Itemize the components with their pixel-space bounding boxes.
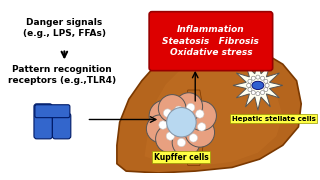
Text: Pattern recognition
receptors (e.g.,TLR4): Pattern recognition receptors (e.g.,TLR4… <box>8 65 116 85</box>
Circle shape <box>146 115 174 143</box>
Circle shape <box>158 95 186 122</box>
Circle shape <box>189 134 197 142</box>
Circle shape <box>159 121 167 129</box>
Circle shape <box>197 123 206 131</box>
Circle shape <box>167 107 196 137</box>
Circle shape <box>174 106 183 114</box>
Circle shape <box>172 129 200 156</box>
Circle shape <box>177 138 186 147</box>
Circle shape <box>251 91 255 95</box>
Text: Hepatic stellate cells: Hepatic stellate cells <box>232 116 316 122</box>
Circle shape <box>260 76 265 80</box>
Text: Inflammation
Steatosis   Fibrosis
Oxidative stress: Inflammation Steatosis Fibrosis Oxidativ… <box>163 25 259 57</box>
Circle shape <box>196 110 204 118</box>
FancyBboxPatch shape <box>34 104 52 139</box>
Circle shape <box>265 83 269 87</box>
Circle shape <box>159 97 204 142</box>
Text: Danger signals
(e.g., LPS, FFAs): Danger signals (e.g., LPS, FFAs) <box>23 18 106 37</box>
Circle shape <box>256 75 260 79</box>
FancyBboxPatch shape <box>35 105 70 118</box>
FancyBboxPatch shape <box>149 12 273 71</box>
Ellipse shape <box>252 81 264 89</box>
Circle shape <box>187 101 216 130</box>
Circle shape <box>264 79 268 83</box>
Circle shape <box>260 91 265 95</box>
Circle shape <box>164 109 172 117</box>
Circle shape <box>248 79 252 83</box>
Circle shape <box>256 92 260 96</box>
Polygon shape <box>233 60 283 110</box>
FancyBboxPatch shape <box>52 113 71 139</box>
Circle shape <box>187 103 195 112</box>
Circle shape <box>247 83 251 87</box>
Circle shape <box>251 76 255 80</box>
Polygon shape <box>117 44 301 173</box>
Circle shape <box>149 100 180 131</box>
Circle shape <box>175 93 203 120</box>
Polygon shape <box>145 62 283 166</box>
Circle shape <box>166 132 174 140</box>
Polygon shape <box>182 90 206 166</box>
Text: Kupffer cells: Kupffer cells <box>154 153 209 162</box>
Circle shape <box>185 118 215 147</box>
Circle shape <box>264 87 268 92</box>
Circle shape <box>156 125 183 153</box>
Circle shape <box>248 87 252 92</box>
